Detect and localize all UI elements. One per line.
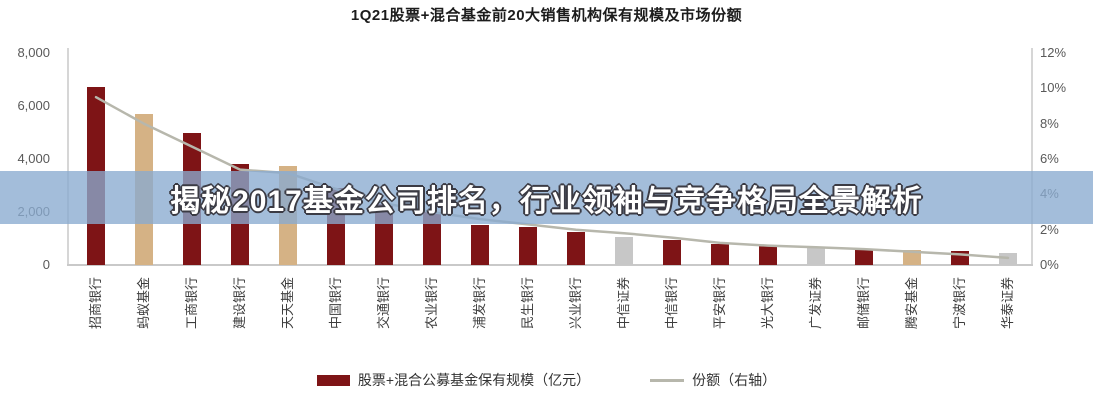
x-axis-label-兴业银行: 兴业银行 <box>568 277 583 330</box>
right-axis-line <box>1031 48 1033 266</box>
x-axis-label-光大银行: 光大银行 <box>760 277 775 330</box>
x-axis-label-广发证券: 广发证券 <box>808 277 823 330</box>
x-axis-label-民生银行: 民生银行 <box>520 277 535 330</box>
chart-title: 1Q21股票+混合基金前20大销售机构保有规模及市场份额 <box>350 7 743 24</box>
x-axis-label-工商银行: 工商银行 <box>184 277 199 330</box>
right-axis-tick: 6% <box>1040 151 1059 166</box>
left-axis-line <box>67 48 69 266</box>
x-axis-label-宁波银行: 宁波银行 <box>952 277 967 330</box>
left-axis-tick: 4,000 <box>17 151 50 166</box>
bar-中信银行 <box>663 240 681 265</box>
bar-邮储银行 <box>855 248 873 265</box>
x-axis-label-中信银行: 中信银行 <box>664 277 679 330</box>
x-axis-label-中国银行: 中国银行 <box>328 277 343 330</box>
x-axis-label-华泰证券: 华泰证券 <box>1000 277 1015 330</box>
share-line-swatch <box>650 378 685 382</box>
left-axis-tick: 6,000 <box>17 98 50 113</box>
right-axis-tick: 12% <box>1040 45 1067 60</box>
bar-光大银行 <box>759 245 777 265</box>
x-axis-label-浦发银行: 浦发银行 <box>472 277 487 330</box>
bar-兴业银行 <box>567 231 585 265</box>
overlay-banner: 揭秘2017基金公司排名，行业领袖与竞争格局全景解析 <box>0 171 1093 224</box>
bar-华泰证券 <box>999 252 1017 265</box>
x-axis-label-农业银行: 农业银行 <box>424 277 439 330</box>
x-axis-label-腾安基金: 腾安基金 <box>904 277 919 330</box>
bar-浦发银行 <box>471 224 489 265</box>
right-axis-tick: 10% <box>1040 80 1067 96</box>
bar-民生银行 <box>519 226 537 265</box>
bar-中信证券 <box>615 236 633 265</box>
x-axis-label-中信证券: 中信证券 <box>616 277 631 330</box>
x-axis-label-蚂蚁基金: 蚂蚁基金 <box>136 277 151 330</box>
x-axis-line <box>67 264 1033 266</box>
legend-item-share: 份额（右轴） <box>650 370 776 390</box>
x-axis-label-招商银行: 招商银行 <box>88 277 103 330</box>
left-axis-tick: 8,000 <box>17 45 50 60</box>
legend-label-holdings: 股票+混合公募基金保有规模（亿元） <box>357 372 591 388</box>
x-axis-label-邮储银行: 邮储银行 <box>856 277 871 330</box>
holdings-bar-swatch <box>316 374 350 386</box>
banner-headline: 揭秘2017基金公司排名，行业领袖与竞争格局全景解析 <box>170 184 923 218</box>
x-axis-label-平安银行: 平安银行 <box>712 277 727 330</box>
left-axis-tick: 0 <box>42 257 50 272</box>
bar-宁波银行 <box>951 250 969 265</box>
bar-广发证券 <box>807 247 825 265</box>
right-axis-tick: 8% <box>1040 115 1059 131</box>
x-axis-label-天天基金: 天天基金 <box>280 277 295 330</box>
bar-腾安基金 <box>903 249 921 265</box>
bar-平安银行 <box>711 243 729 265</box>
legend: 股票+混合公募基金保有规模（亿元） 份额（右轴） <box>0 370 1093 390</box>
x-axis-label-建设银行: 建设银行 <box>232 277 247 330</box>
legend-item-holdings: 股票+混合公募基金保有规模（亿元） <box>316 370 591 390</box>
legend-label-share: 份额（右轴） <box>692 372 777 388</box>
right-axis-tick: 2% <box>1040 221 1059 237</box>
x-axis-label-交通银行: 交通银行 <box>376 277 391 330</box>
right-axis-tick: 0% <box>1040 257 1059 272</box>
